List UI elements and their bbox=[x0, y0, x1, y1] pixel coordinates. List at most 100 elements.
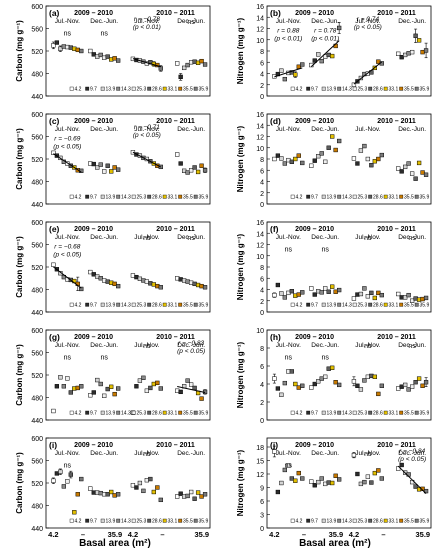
legend-swatch bbox=[368, 410, 373, 415]
legend-swatch bbox=[399, 86, 404, 91]
legend-swatch bbox=[178, 410, 183, 415]
legend-swatch bbox=[116, 410, 121, 415]
y-tick-label: 4 bbox=[260, 72, 264, 79]
y-tick-label: 12 bbox=[256, 243, 264, 250]
data-point bbox=[333, 147, 338, 153]
data-point bbox=[399, 55, 404, 60]
data-point bbox=[403, 382, 408, 388]
legend-swatch bbox=[100, 194, 105, 199]
legend-label: 28.6 bbox=[152, 519, 162, 525]
y-tick-label: 480 bbox=[31, 180, 43, 187]
legend-swatch bbox=[193, 194, 198, 199]
data-point bbox=[158, 497, 163, 503]
data-point bbox=[282, 467, 287, 473]
y-tick-label: 560 bbox=[31, 459, 43, 466]
data-point bbox=[420, 49, 425, 55]
period-season-label: Jul.-Nov. bbox=[276, 450, 301, 457]
x-tick-label: 35.9 bbox=[108, 530, 123, 539]
data-point bbox=[413, 380, 418, 385]
data-point bbox=[286, 157, 291, 163]
y-axis-label: Nitrogen (mg g⁻¹) bbox=[236, 17, 245, 84]
data-point bbox=[296, 292, 301, 297]
panel-label: (j) bbox=[270, 440, 278, 450]
data-point bbox=[300, 383, 305, 388]
period-year-label: 2010 – 2011 bbox=[156, 118, 195, 125]
y-tick-label: 480 bbox=[31, 72, 43, 79]
legend-swatch bbox=[352, 86, 357, 91]
y-tick-label: 560 bbox=[31, 351, 43, 358]
data-point bbox=[182, 65, 187, 71]
data-point bbox=[65, 479, 70, 484]
data-point bbox=[158, 66, 163, 71]
data-point bbox=[95, 377, 100, 383]
data-point bbox=[182, 168, 187, 173]
y-tick-label: 0 bbox=[260, 526, 264, 533]
legend-label: 25.3 bbox=[358, 411, 368, 417]
stat-annotation: ns bbox=[143, 343, 151, 350]
data-point bbox=[379, 152, 384, 158]
legend-label: 14.3 bbox=[121, 303, 131, 309]
period-season-label: Jul.-Nov. bbox=[276, 234, 301, 241]
data-point bbox=[312, 58, 317, 63]
data-point bbox=[72, 386, 77, 391]
legend-swatch bbox=[368, 86, 373, 91]
data-point bbox=[289, 159, 294, 164]
y-tick-label: 600 bbox=[31, 4, 43, 11]
period-season-label: Jul.-Nov. bbox=[134, 342, 159, 349]
period-season-label: Jul.-Nov. bbox=[355, 234, 380, 241]
data-point bbox=[351, 156, 357, 161]
period-season-label: Dec.-Jun. bbox=[398, 18, 426, 25]
data-point bbox=[279, 392, 284, 397]
data-point bbox=[188, 60, 194, 65]
legend-label: 35.5 bbox=[404, 195, 414, 201]
legend-swatch bbox=[69, 410, 74, 415]
legend-swatch bbox=[399, 302, 404, 307]
period-season-label: Dec.-Jun. bbox=[177, 342, 205, 349]
period-season-label: Dec.-Jun. bbox=[177, 126, 205, 133]
data-point bbox=[323, 374, 328, 379]
legend-swatch bbox=[147, 302, 152, 307]
data-point bbox=[195, 490, 201, 495]
legend-swatch bbox=[162, 410, 167, 415]
legend-label: 33.1 bbox=[168, 303, 178, 309]
data-point bbox=[358, 387, 364, 392]
data-point bbox=[362, 143, 367, 149]
data-point bbox=[102, 169, 107, 174]
stat-annotation: ns bbox=[187, 235, 195, 242]
data-point bbox=[75, 492, 80, 497]
y-tick-label: 600 bbox=[31, 328, 43, 335]
legend-swatch bbox=[383, 518, 388, 523]
panel-label: (e) bbox=[49, 224, 60, 234]
data-point bbox=[116, 492, 121, 497]
data-point bbox=[355, 292, 360, 297]
data-point bbox=[272, 376, 277, 381]
data-point bbox=[272, 156, 277, 162]
legend-swatch bbox=[352, 410, 357, 415]
legend-swatch bbox=[414, 302, 419, 307]
data-point bbox=[420, 383, 425, 388]
stat-annotation: ns bbox=[285, 463, 293, 470]
legend-swatch bbox=[85, 410, 90, 415]
data-point bbox=[416, 38, 422, 43]
stat-annotation: ns bbox=[408, 235, 416, 242]
legend-swatch bbox=[337, 194, 342, 199]
y-tick-label: 6 bbox=[260, 168, 264, 175]
legend-swatch bbox=[147, 410, 152, 415]
panel-b: 0 2 4 6 8 10 12 14 16 Nitrogen (mg g⁻¹) (b) 2009 – … bbox=[236, 4, 432, 101]
data-point bbox=[272, 449, 277, 454]
data-point bbox=[286, 463, 291, 468]
legend-label: 33.1 bbox=[168, 519, 178, 525]
data-point bbox=[91, 52, 96, 57]
data-point bbox=[105, 279, 110, 284]
data-point bbox=[134, 485, 139, 490]
data-point bbox=[300, 476, 305, 481]
y-tick-label: 520 bbox=[31, 265, 43, 272]
y-tick-label: 520 bbox=[31, 373, 43, 380]
stat-annotation: (p < 0.05) bbox=[133, 132, 161, 139]
legend-label: 35.9 bbox=[420, 87, 430, 93]
y-tick-label: 560 bbox=[31, 135, 43, 142]
legend-label: 14.3 bbox=[342, 519, 352, 525]
y-tick-label: 10 bbox=[256, 38, 264, 45]
data-point bbox=[319, 376, 324, 381]
period-year-label: 2010 – 2011 bbox=[156, 226, 195, 233]
